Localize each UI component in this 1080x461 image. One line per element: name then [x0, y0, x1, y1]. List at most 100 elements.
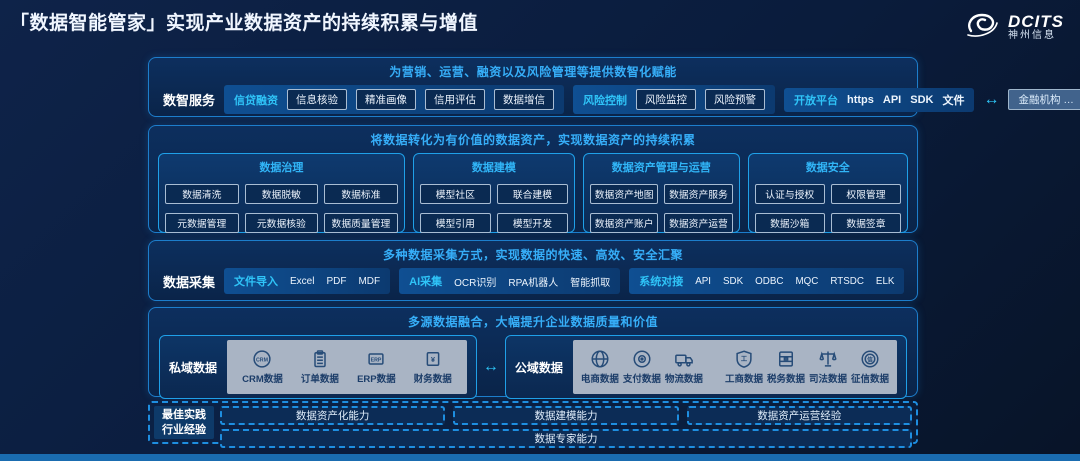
financial-institution-button[interactable]: 金融机构 …	[1008, 89, 1080, 110]
best-practice-section: 最佳实践 行业经验 数据资产化能力 数据建模能力 数据资产运营经验 数据专家能力	[148, 401, 918, 448]
business-icon: 工	[734, 349, 754, 369]
odbc-item: ODBC	[755, 275, 784, 287]
asset-service-button[interactable]: 数据资产服务	[664, 184, 733, 204]
erp-data-item: ERP ERP数据	[357, 349, 396, 385]
smart-services-header: 为营销、运营、融资以及风险管理等提供数智化赋能	[389, 65, 677, 79]
credit-data-item: 信 征信数据	[851, 349, 889, 385]
model-develop-button[interactable]: 模型开发	[496, 213, 568, 233]
data-modeling-title: 数据建模	[471, 162, 516, 174]
asset-operation-box: 数据资产管理与运营 数据资产地图 数据资产服务 数据资产账户 数据资产运营	[582, 153, 740, 233]
data-credit-button[interactable]: 数据增信	[494, 89, 555, 110]
sandbox-button[interactable]: 数据沙箱	[754, 213, 825, 233]
data-standard-button[interactable]: 数据标准	[324, 184, 398, 204]
payment-icon	[632, 349, 652, 369]
fusion-arrow-icon: ↔	[482, 358, 499, 375]
model-reference-button[interactable]: 模型引用	[419, 213, 491, 233]
data-capture-label: 数据采集	[163, 274, 216, 290]
logistics-data-item: 物流数据	[665, 349, 703, 385]
finance-icon: ¥	[423, 349, 443, 369]
api-connect-item: API	[695, 275, 711, 287]
credit-eval-button[interactable]: 信用评估	[425, 89, 486, 110]
risk-alert-button[interactable]: 风险预警	[705, 89, 766, 110]
mqc-item: MQC	[795, 275, 819, 287]
data-security-box: 数据安全 认证与授权 权限管理 数据沙箱 数据签章	[747, 153, 909, 233]
asset-map-button[interactable]: 数据资产地图	[589, 184, 659, 204]
logistics-icon	[674, 349, 694, 369]
risk-monitor-button[interactable]: 风险监控	[636, 89, 697, 110]
risk-control-group: 风险控制 风险监控 风险预警	[573, 85, 776, 114]
data-clean-button[interactable]: 数据清洗	[165, 184, 239, 204]
ecommerce-data-item: 电商数据	[581, 349, 619, 385]
svg-text:¥: ¥	[431, 355, 436, 364]
rtsdc-item: RTSDC	[830, 275, 864, 287]
smart-services-label: 数智服务	[163, 93, 216, 108]
data-governance-box: 数据治理 数据清洗 数据脱敏 数据标准 元数据管理 元数据核验 数据质量管理	[158, 153, 405, 233]
pdf-item: PDF	[326, 275, 347, 287]
profile-button[interactable]: 精准画像	[356, 89, 417, 110]
ocr-item: OCR识别	[454, 277, 497, 289]
dcits-logo: DCITS 神州信息	[963, 10, 1064, 45]
swirl-logo-icon	[963, 10, 1001, 45]
private-data-sources: CRM CRM数据 订单数据	[227, 340, 467, 394]
smart-scrape-item: 智能抓取	[570, 277, 611, 289]
excel-item: Excel	[290, 275, 315, 287]
logo-brand-text: DCITS	[1008, 12, 1064, 32]
credit-icon: 信	[860, 349, 880, 369]
tax-data-item: 税务数据	[767, 349, 805, 385]
file-item: 文件	[942, 94, 965, 107]
signature-button[interactable]: 数据签章	[830, 213, 902, 233]
file-import-group: 文件导入 Excel PDF MDF	[224, 268, 391, 294]
judicial-icon	[818, 349, 838, 369]
private-data-box: 私域数据 CRM CRM数据	[159, 335, 477, 399]
best-practice-label: 最佳实践 行业经验	[154, 406, 214, 439]
data-capture-header: 多种数据采集方式，实现数据的快速、高效、安全汇聚	[382, 248, 683, 262]
exchange-arrow-icon: ↔	[983, 90, 1000, 108]
https-item: https	[847, 93, 874, 106]
model-community-button[interactable]: 模型社区	[419, 184, 491, 204]
system-connect-label: 系统对接	[639, 276, 684, 288]
ai-capture-group: AI采集 OCR识别 RPA机器人 智能抓取	[399, 268, 621, 294]
crm-icon: CRM	[252, 349, 272, 369]
crm-data-item: CRM CRM数据	[242, 349, 283, 385]
metadata-verify-button[interactable]: 元数据核验	[244, 213, 319, 233]
finance-data-item: ¥ 财务数据	[414, 349, 452, 385]
order-icon	[310, 349, 330, 369]
data-quality-button[interactable]: 数据质量管理	[324, 213, 398, 233]
svg-text:CRM: CRM	[256, 358, 269, 364]
data-fusion-panel: 多源数据融合，大幅提升企业数据质量和价值 私域数据 CRM CRM数据	[148, 307, 918, 399]
credit-financing-label: 信贷融资	[234, 94, 279, 107]
page-title: 「数据智能管家」实现产业数据资产的持续积累与增值	[10, 13, 479, 34]
data-assets-panel: 将数据转化为有价值的数据资产，实现数据资产的持续积累 数据治理 数据清洗 数据脱…	[148, 125, 918, 233]
asset-operate-button[interactable]: 数据资产运营	[664, 213, 733, 233]
info-verify-button[interactable]: 信息核验	[287, 89, 348, 110]
expert-capability-box: 数据专家能力	[220, 429, 912, 448]
logo-sub-text: 神州信息	[1008, 30, 1056, 42]
erp-icon: ERP	[366, 349, 386, 369]
sdk-connect-item: SDK	[723, 275, 744, 287]
public-data-box: 公域数据 电商数据	[504, 335, 907, 399]
rpa-item: RPA机器人	[508, 277, 559, 289]
judicial-data-item: 司法数据	[809, 349, 847, 385]
data-modeling-box: 数据建模 模型社区 联合建模 模型引用 模型开发	[412, 153, 575, 233]
data-security-title: 数据安全	[805, 162, 850, 174]
risk-control-label: 风险控制	[583, 94, 628, 107]
asset-operation-title: 数据资产管理与运营	[611, 162, 711, 174]
data-mask-button[interactable]: 数据脱敏	[244, 184, 319, 204]
system-connect-group: 系统对接 API SDK ODBC MQC RTSDC ELK	[629, 268, 905, 294]
asset-account-button[interactable]: 数据资产账户	[589, 213, 659, 233]
permission-button[interactable]: 权限管理	[830, 184, 902, 204]
auth-button[interactable]: 认证与授权	[754, 184, 825, 204]
file-import-label: 文件导入	[234, 276, 279, 288]
modeling-capability-box: 数据建模能力	[453, 406, 679, 425]
joint-modeling-button[interactable]: 联合建模	[496, 184, 568, 204]
sdk-item: SDK	[910, 93, 934, 106]
svg-text:工: 工	[741, 355, 748, 363]
private-data-label: 私域数据	[169, 360, 218, 375]
payment-data-item: 支付数据	[623, 349, 661, 385]
public-data-label: 公域数据	[514, 360, 563, 375]
business-data-item: 工 工商数据	[725, 349, 763, 385]
metadata-mgmt-button[interactable]: 元数据管理	[165, 213, 239, 233]
ai-capture-label: AI采集	[409, 276, 443, 288]
smart-services-panel: 为营销、运营、融资以及风险管理等提供数智化赋能 数智服务 信贷融资 信息核验 精…	[148, 57, 1080, 117]
svg-text:ERP: ERP	[371, 357, 382, 363]
